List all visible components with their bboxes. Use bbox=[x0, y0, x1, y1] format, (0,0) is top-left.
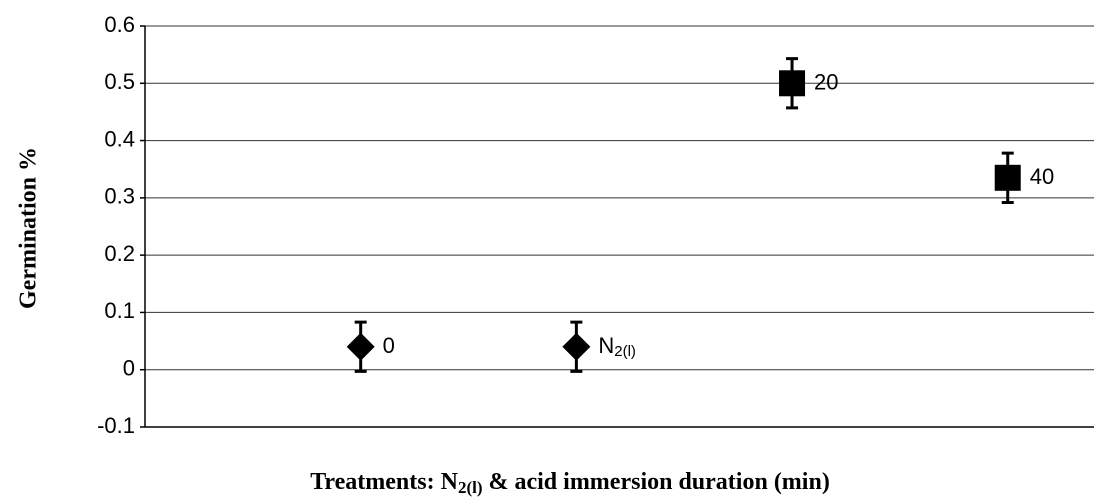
marker bbox=[779, 70, 806, 97]
y-tick-label: 0.3 bbox=[104, 184, 135, 209]
y-tick-label: 0.4 bbox=[104, 126, 135, 151]
point-label: 0 bbox=[383, 333, 395, 358]
point-label: 40 bbox=[1030, 164, 1054, 189]
y-tick-label: 0 bbox=[123, 356, 135, 381]
x-axis-label: Treatments: N2(l) & acid immersion durat… bbox=[310, 469, 830, 497]
x-label-part: & acid immersion duration (min) bbox=[482, 469, 829, 495]
x-label-part: Treatments: N bbox=[310, 469, 458, 495]
marker bbox=[346, 332, 375, 361]
y-tick-label: 0.1 bbox=[104, 298, 135, 323]
point-label-part: 40 bbox=[1030, 164, 1054, 189]
marker bbox=[994, 164, 1021, 191]
x-label-sub: 2(l) bbox=[458, 478, 483, 497]
marker bbox=[562, 332, 591, 361]
point-label-part: 0 bbox=[383, 333, 395, 358]
y-tick-label: -0.1 bbox=[97, 413, 135, 438]
point-label-part: 20 bbox=[814, 69, 838, 94]
y-tick-label: 0.6 bbox=[104, 12, 135, 37]
point-label-sub: 2(l) bbox=[614, 343, 636, 360]
y-tick-label: 0.2 bbox=[104, 241, 135, 266]
point-label-part: N bbox=[598, 333, 614, 358]
y-axis-label: Germination % bbox=[16, 147, 42, 309]
y-tick-label: 0.5 bbox=[104, 69, 135, 94]
point-label: 20 bbox=[814, 69, 838, 94]
point-label: N2(l) bbox=[598, 333, 636, 360]
